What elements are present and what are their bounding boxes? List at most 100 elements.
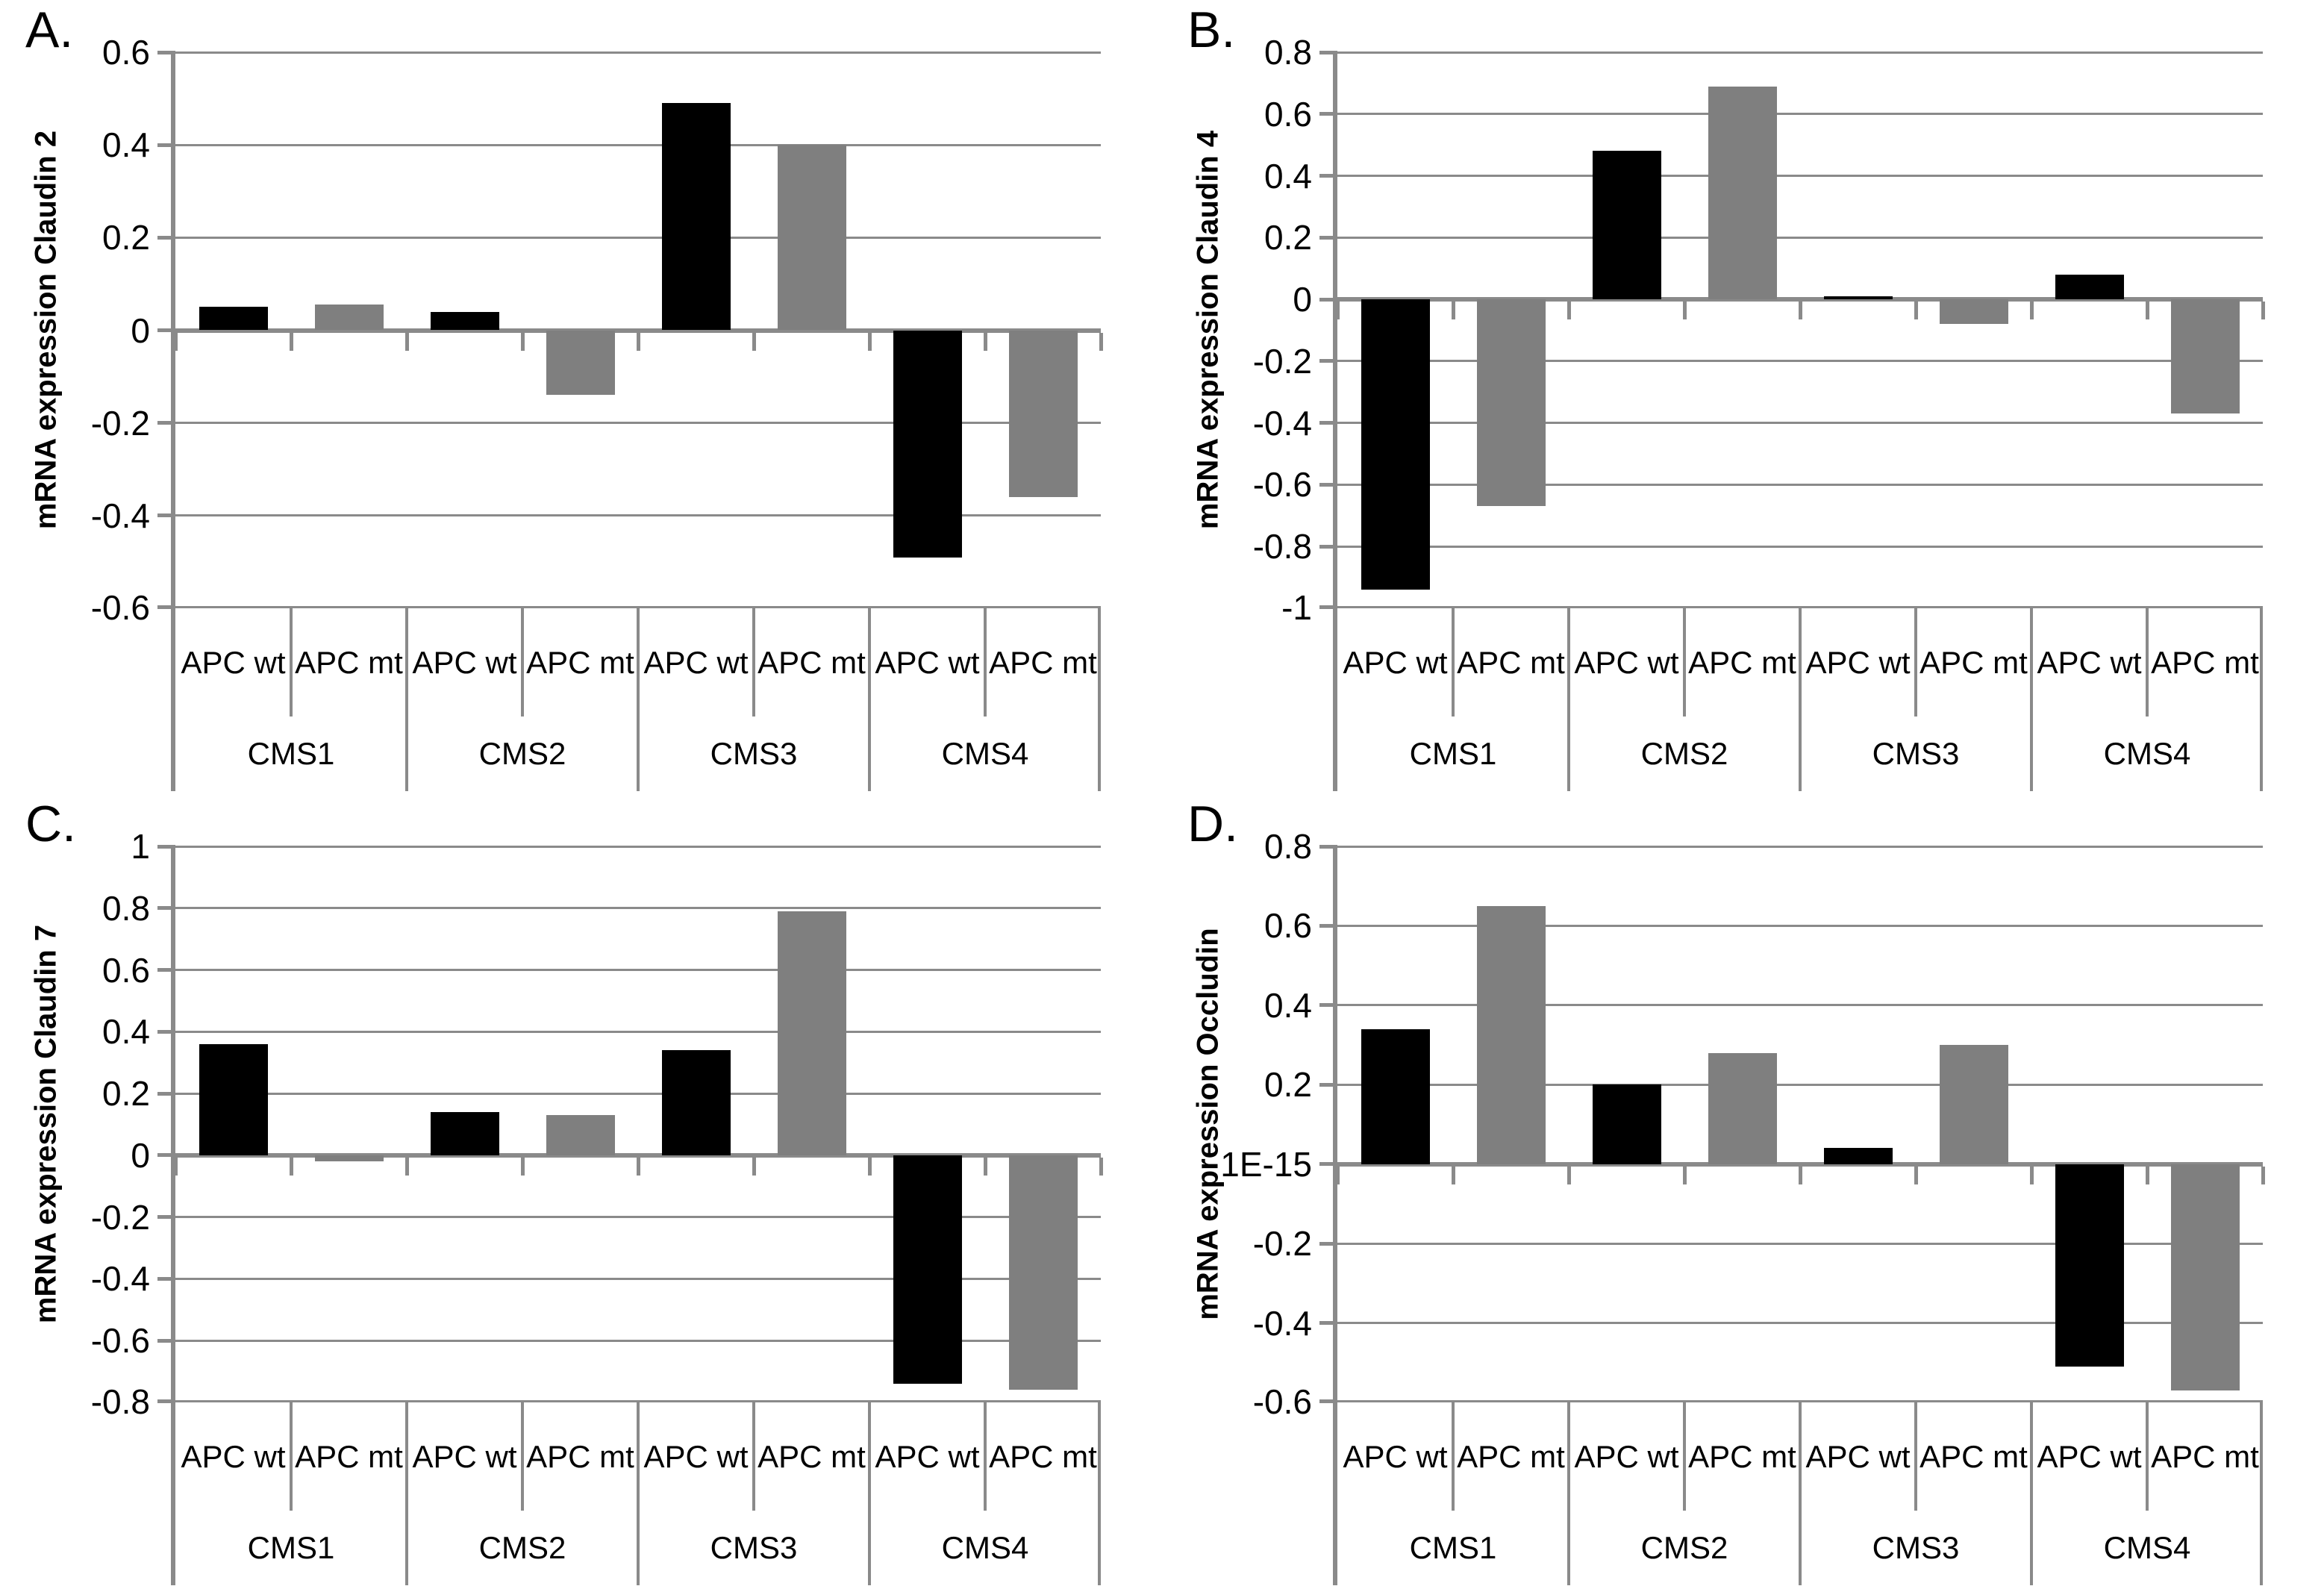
bar-cms2-apc-wt xyxy=(1592,1084,1661,1164)
bar-cms1-apc-wt xyxy=(199,307,268,331)
bar-cms4-apc-mt xyxy=(2170,1164,2240,1391)
y-axis-tick xyxy=(157,513,171,518)
y-tick-label: 1E-15 xyxy=(1220,1144,1312,1184)
y-tick-label: 0.6 xyxy=(102,950,150,990)
category-axis-tick xyxy=(2261,1166,2265,1184)
y-axis-tick xyxy=(157,235,171,240)
y-tick-label: -0.4 xyxy=(90,1259,150,1299)
group-separator-line xyxy=(2030,608,2033,791)
category-axis-tick xyxy=(1451,1166,1455,1184)
x-group-label-cms4: CMS4 xyxy=(2103,1530,2191,1565)
x-label-apc-mt: APC mt xyxy=(1457,1439,1565,1474)
category-axis-tick xyxy=(1566,1166,1571,1184)
category-axis-tick xyxy=(636,1157,640,1176)
x-label-apc-mt: APC mt xyxy=(1920,1439,2028,1474)
panel-claudin4: B. mRNA expression Claudin 4 0.8 0.6 0.4 0.… xyxy=(1162,0,2324,794)
category-axis-tick xyxy=(1099,1157,1103,1176)
x-label-apc-wt: APC wt xyxy=(643,645,749,680)
y-axis-tick xyxy=(157,1215,171,1220)
category-axis-tick xyxy=(1914,1166,1918,1184)
y-tick-label: -0.2 xyxy=(1252,1224,1312,1264)
series-separator-line xyxy=(521,608,524,717)
x-label-apc-wt: APC wt xyxy=(181,645,286,680)
group-separator-line xyxy=(868,1402,871,1585)
bar-cms3-apc-wt xyxy=(1823,1148,1893,1164)
zero-axis-line xyxy=(1337,1161,2263,1167)
bar-cms4-apc-wt xyxy=(2055,275,2124,300)
series-separator-line xyxy=(290,608,293,717)
y-tick-label: -1 xyxy=(1281,587,1312,627)
y-tick-label: -0.4 xyxy=(1252,1303,1312,1343)
x-label-apc-wt: APC wt xyxy=(1805,645,1911,680)
x-label-apc-wt: APC wt xyxy=(643,1439,749,1474)
y-tick-label: -0.2 xyxy=(90,1197,150,1237)
gridline xyxy=(1337,483,2263,486)
y-axis-tick xyxy=(157,968,171,973)
series-separator-line xyxy=(752,608,755,717)
y-tick-label: 0 xyxy=(1293,280,1312,319)
y-axis-tick xyxy=(1319,1003,1333,1008)
y-axis-tick xyxy=(1319,844,1333,849)
bar-cms3-apc-wt xyxy=(661,103,731,331)
zero-axis-line xyxy=(1337,297,2263,302)
category-axis-tick xyxy=(173,1157,178,1176)
x-label-apc-mt: APC mt xyxy=(526,645,634,680)
y-tick-label: 0.2 xyxy=(1264,1065,1312,1105)
y-axis-line xyxy=(1333,845,1337,1585)
category-axis-tick xyxy=(289,1157,293,1176)
y-axis-tick xyxy=(157,1153,171,1158)
bar-cms2-apc-mt xyxy=(546,1115,615,1155)
panel-letter-d: D. xyxy=(1187,796,1238,852)
y-tick-label: 0.2 xyxy=(102,1074,150,1114)
gridline xyxy=(1337,236,2263,239)
group-separator-line xyxy=(405,608,408,791)
x-group-label-cms1: CMS1 xyxy=(1409,1530,1497,1565)
series-separator-line xyxy=(1683,608,1686,717)
category-axis-tick xyxy=(2145,302,2149,320)
gridline xyxy=(1337,1083,2263,1086)
y-tick-label: -0.8 xyxy=(1252,527,1312,566)
panel-claudin7: C. mRNA expression Claudin 7 1 0.8 0.6 0.4 0… xyxy=(0,794,1162,1589)
y-tick-label: 0 xyxy=(131,310,150,350)
y-axis-tick xyxy=(1319,174,1333,178)
x-label-apc-mt: APC mt xyxy=(1920,645,2028,680)
y-tick-label: -0.6 xyxy=(1252,465,1312,505)
y-tick-label: -0.2 xyxy=(90,403,150,443)
bar-cms4-apc-wt xyxy=(893,1155,962,1384)
y-axis-tick xyxy=(157,906,171,911)
category-axis-tick xyxy=(983,1157,987,1176)
table-right-border xyxy=(2260,1402,2263,1585)
y-axis-tick xyxy=(1319,1162,1333,1167)
y-axis-tick xyxy=(157,328,171,332)
x-label-apc-mt: APC mt xyxy=(2151,645,2259,680)
group-separator-line xyxy=(405,1402,408,1585)
y-axis-tick xyxy=(1319,297,1333,302)
bar-cms4-apc-wt xyxy=(2055,1164,2124,1367)
gridline xyxy=(175,514,1101,517)
y-axis-tick xyxy=(1319,1321,1333,1326)
category-axis-tick xyxy=(404,332,409,351)
x-label-apc-wt: APC wt xyxy=(181,1439,286,1474)
gridline xyxy=(1337,422,2263,425)
x-label-apc-mt: APC mt xyxy=(989,645,1097,680)
bar-cms3-apc-mt xyxy=(777,145,846,331)
series-separator-line xyxy=(2146,608,2149,717)
category-axis-tick xyxy=(1914,302,1918,320)
zero-axis-line xyxy=(175,328,1101,333)
y-axis-tick xyxy=(1319,1082,1333,1087)
gridline xyxy=(1337,113,2263,116)
y-axis-line xyxy=(171,51,175,791)
category-axis-tick xyxy=(2029,1166,2034,1184)
x-label-apc-wt: APC wt xyxy=(1343,645,1448,680)
y-tick-label: -0.6 xyxy=(1252,1382,1312,1421)
gridline xyxy=(1337,1322,2263,1325)
x-label-apc-wt: APC wt xyxy=(2037,645,2142,680)
y-axis-tick xyxy=(157,1029,171,1034)
y-axis-tick xyxy=(1319,50,1333,54)
group-separator-line xyxy=(1567,608,1570,791)
group-separator-line xyxy=(637,1402,640,1585)
bar-cms3-apc-wt xyxy=(1823,296,1893,300)
y-axis-tick xyxy=(157,844,171,849)
y-tick-label: 0.4 xyxy=(1264,156,1312,196)
gridline xyxy=(175,606,1101,608)
